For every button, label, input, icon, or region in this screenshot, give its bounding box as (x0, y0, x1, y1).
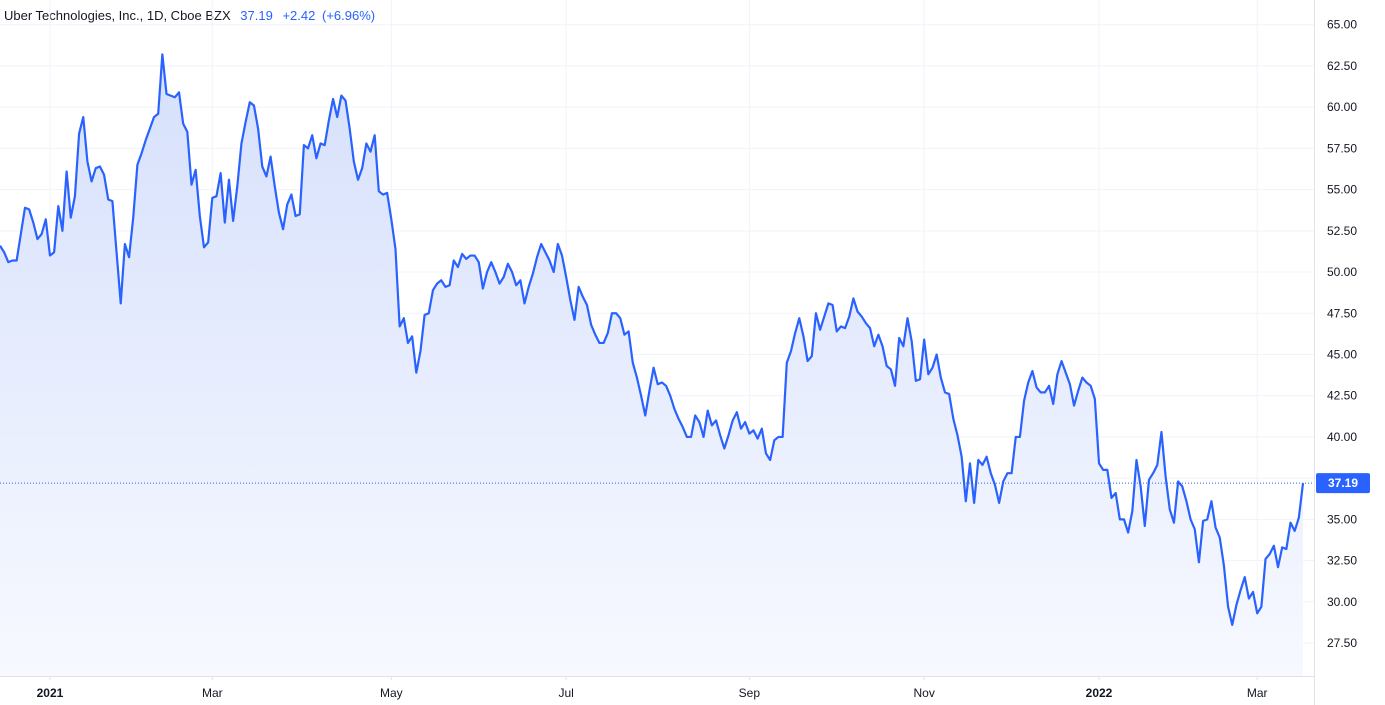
chart-legend: Uber Technologies, Inc., 1D, Cboe BZX 37… (4, 8, 375, 23)
x-tick-label: 2022 (1086, 686, 1113, 700)
x-tick-label: Jul (558, 686, 573, 700)
y-tick-label: 65.00 (1327, 18, 1357, 32)
time-axis[interactable]: 2021 Mar May Jul Sep Nov 2022 Mar (0, 676, 1314, 700)
price-area (0, 53, 1314, 677)
price-change: +2.42 (282, 8, 316, 23)
y-tick-label: 35.00 (1327, 512, 1357, 526)
y-tick-label: 40.00 (1327, 430, 1357, 444)
y-tick-label: 50.00 (1327, 265, 1357, 279)
y-tick-label: 42.50 (1327, 389, 1357, 403)
price-axis[interactable]: 65.00 62.50 60.00 57.50 55.00 52.50 50.00 47.50… (1314, 0, 1371, 705)
y-tick-label: 45.00 (1327, 347, 1357, 361)
y-tick-label: 32.50 (1327, 554, 1357, 568)
y-tick-label: 30.00 (1327, 595, 1357, 609)
y-tick-label: 27.50 (1327, 636, 1357, 650)
y-tick-label: 62.50 (1327, 59, 1357, 73)
price-line (0, 53, 1305, 626)
y-tick-label: 52.50 (1327, 224, 1357, 238)
area-fill (0, 54, 1303, 677)
x-tick-label: Sep (739, 686, 761, 700)
y-tick-label: 55.00 (1327, 183, 1357, 197)
y-tick-label: 60.00 (1327, 100, 1357, 114)
price-change-percent: (+6.96%) (321, 8, 376, 23)
x-tick-label: Mar (1247, 686, 1268, 700)
last-price-badge-label: 37.19 (1328, 476, 1358, 490)
x-tick-label: Mar (202, 686, 223, 700)
y-tick-label: 47.50 (1327, 306, 1357, 320)
last-price-badge: 37.19 (1316, 473, 1370, 494)
last-price: 37.19 (240, 8, 273, 23)
last-price-badge-bg (1316, 473, 1370, 494)
y-tick-label: 57.50 (1327, 141, 1357, 155)
x-tick-label: 2021 (37, 686, 64, 700)
x-tick-label: May (380, 686, 403, 700)
symbol-title: Uber Technologies, Inc., 1D, Cboe BZX (4, 8, 231, 23)
x-tick-label: Nov (914, 686, 935, 700)
